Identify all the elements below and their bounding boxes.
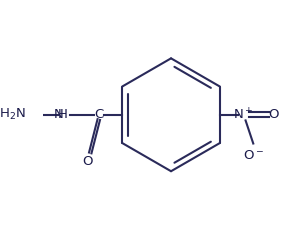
Text: N: N	[53, 108, 63, 121]
Text: O: O	[82, 155, 93, 168]
Text: H: H	[58, 108, 68, 121]
Text: O$^-$: O$^-$	[243, 149, 264, 162]
Text: N$^+$: N$^+$	[233, 107, 253, 122]
Text: H$_2$N: H$_2$N	[0, 107, 26, 122]
Text: C: C	[94, 108, 104, 121]
Text: O: O	[268, 108, 279, 121]
